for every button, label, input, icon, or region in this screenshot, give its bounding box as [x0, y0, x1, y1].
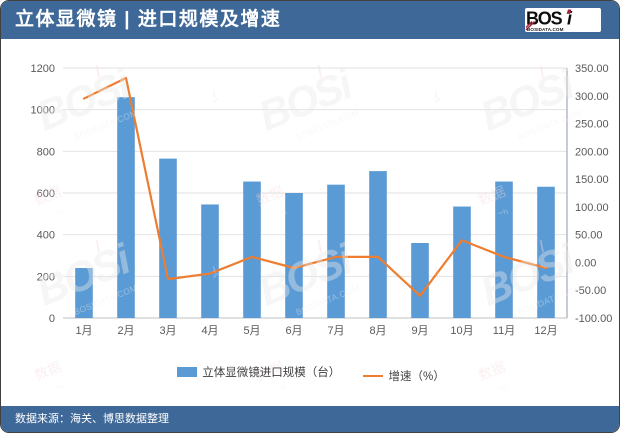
svg-text:-50.00: -50.00: [575, 285, 606, 297]
svg-text:11月: 11月: [493, 325, 515, 337]
svg-text:7月: 7月: [327, 325, 344, 337]
svg-text:1200: 1200: [31, 63, 55, 75]
svg-text:1月: 1月: [75, 325, 92, 337]
svg-text:8月: 8月: [369, 325, 386, 337]
svg-text:0: 0: [49, 313, 55, 325]
svg-text:350.00: 350.00: [575, 63, 609, 75]
svg-text:12月: 12月: [534, 325, 557, 337]
svg-text:400: 400: [37, 230, 55, 242]
svg-text:100.00: 100.00: [575, 202, 609, 214]
svg-text:150.00: 150.00: [575, 174, 609, 186]
svg-text:0.00: 0.00: [575, 257, 596, 269]
svg-text:1000: 1000: [31, 105, 55, 117]
svg-text:2月: 2月: [117, 325, 134, 337]
svg-text:600: 600: [37, 188, 55, 200]
svg-text:800: 800: [37, 146, 55, 158]
svg-text:6月: 6月: [285, 325, 302, 337]
svg-text:300.00: 300.00: [575, 91, 609, 103]
svg-text:BOS: BOS: [526, 9, 563, 29]
svg-text:200: 200: [37, 271, 55, 283]
svg-text:-100.00: -100.00: [575, 313, 612, 325]
svg-text:250.00: 250.00: [575, 119, 609, 131]
svg-text:4月: 4月: [201, 325, 218, 337]
svg-text:5月: 5月: [243, 325, 260, 337]
svg-text:9月: 9月: [411, 325, 428, 337]
svg-text:3月: 3月: [159, 325, 176, 337]
svg-text:200.00: 200.00: [575, 146, 609, 158]
svg-text:BOSIDATA.COM: BOSIDATA.COM: [527, 27, 564, 32]
svg-text:10月: 10月: [450, 325, 473, 337]
svg-text:50.00: 50.00: [575, 230, 603, 242]
